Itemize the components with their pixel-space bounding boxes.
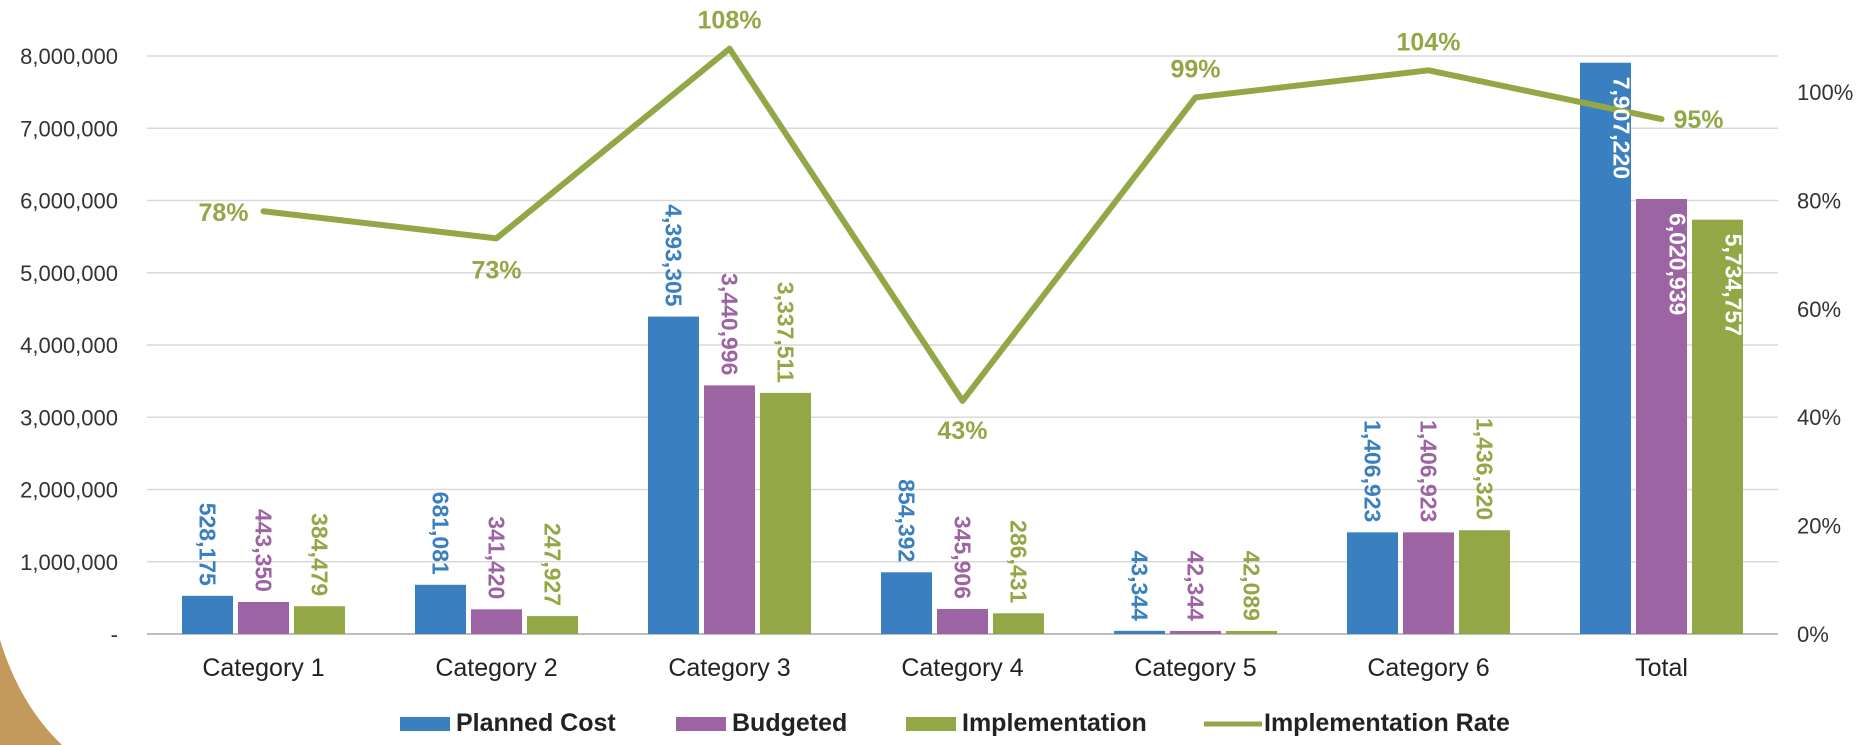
bar <box>1114 630 1165 634</box>
bar-value-label: 3,440,996 <box>717 273 743 375</box>
legend-label: Planned Cost <box>456 709 616 737</box>
bar <box>182 595 233 634</box>
bar-value-label: 7,907,220 <box>1609 77 1635 179</box>
bar-value-label: 6,020,939 <box>1665 213 1691 315</box>
bar-value-label: 1,406,923 <box>1360 420 1386 522</box>
y-right-tick-label: 60% <box>1797 297 1841 322</box>
bar-value-label: 341,420 <box>484 516 510 599</box>
x-tick-label: Category 2 <box>435 654 557 682</box>
bar <box>471 609 522 634</box>
rate-value-label: 95% <box>1673 106 1723 134</box>
legend-swatch <box>676 717 726 731</box>
bar <box>704 385 755 634</box>
bar-value-label: 3,337,511 <box>773 282 799 383</box>
bar <box>760 392 811 634</box>
rate-value-label: 78% <box>198 199 248 227</box>
y-right-tick-label: 0% <box>1797 622 1829 647</box>
rate-value-label: 108% <box>698 7 762 35</box>
bar-value-label: 854,392 <box>894 479 920 562</box>
axes: - 1,000,000 2,000,000 3,000,000 4,000,000 5,0… <box>20 44 1853 682</box>
rate-value-label: 43% <box>937 417 987 445</box>
bar <box>1459 530 1510 634</box>
bar-value-label: 384,479 <box>307 513 333 596</box>
bar <box>1636 198 1687 634</box>
x-tick-label: Category 5 <box>1134 654 1256 682</box>
bar-value-label: 4,393,305 <box>661 204 687 307</box>
bar <box>527 616 578 634</box>
legend-swatch <box>906 717 956 731</box>
y-right-tick-label: 20% <box>1797 514 1841 539</box>
rate-line-layer <box>260 45 1665 404</box>
legend-item: Budgeted <box>676 709 847 737</box>
legend-label: Implementation <box>962 709 1147 737</box>
legend-item: Implementation Rate <box>1204 709 1510 737</box>
x-tick-label: Total <box>1635 654 1688 682</box>
bar <box>1347 532 1398 634</box>
bar <box>1226 630 1277 634</box>
bar-value-label: 443,350 <box>251 509 277 592</box>
y-right-tick-label: 100% <box>1797 80 1853 105</box>
y-left-tick-label: 2,000,000 <box>20 478 118 503</box>
bar <box>937 609 988 634</box>
bar-value-label: 681,081 <box>428 492 454 575</box>
data-labels: 528,175 681,081 4,393,305 854,392 43,344 1,40… <box>195 7 1747 621</box>
bars <box>182 62 1743 634</box>
legend-item: Planned Cost <box>400 709 616 737</box>
corner-decoration <box>0 640 62 745</box>
bar-value-label: 247,927 <box>540 523 566 606</box>
bar <box>993 613 1044 634</box>
x-tick-label: Category 3 <box>668 654 790 682</box>
bar <box>881 572 932 634</box>
bar-value-label: 1,406,923 <box>1416 420 1442 522</box>
bar-value-label: 286,431 <box>1006 520 1032 603</box>
rate-value-label: 73% <box>471 256 521 284</box>
bar <box>1692 219 1743 634</box>
legend-label: Implementation Rate <box>1264 709 1510 737</box>
x-tick-label: Category 1 <box>202 654 324 682</box>
y-left-tick-label: 8,000,000 <box>20 44 118 69</box>
y-left-tick-label: 3,000,000 <box>20 405 118 430</box>
bar <box>1403 532 1454 634</box>
y-left-tick-label: 7,000,000 <box>20 116 118 141</box>
y-left-tick-label: 5,000,000 <box>20 261 118 286</box>
bar <box>648 316 699 634</box>
y-left-tick-label: - <box>111 622 118 647</box>
bar-value-label: 42,344 <box>1183 551 1209 622</box>
bar <box>238 601 289 634</box>
bar <box>1580 62 1631 634</box>
legend-swatch <box>400 717 450 731</box>
bar-value-label: 42,089 <box>1239 551 1265 621</box>
bar-value-label: 528,175 <box>195 503 221 586</box>
rate-line <box>260 45 1665 404</box>
x-tick-label: Category 4 <box>901 654 1023 682</box>
bar-value-label: 1,436,320 <box>1472 418 1498 520</box>
bar-value-label: 345,906 <box>950 516 976 599</box>
bar <box>1170 630 1221 634</box>
bar <box>415 584 466 634</box>
y-left-tick-label: 1,000,000 <box>20 550 118 575</box>
rate-value-label: 104% <box>1397 28 1461 56</box>
y-right-tick-label: 80% <box>1797 188 1841 213</box>
rate-value-label: 99% <box>1170 55 1220 83</box>
y-right-tick-label: 40% <box>1797 405 1841 430</box>
y-left-tick-label: 6,000,000 <box>20 189 118 214</box>
legend-label: Budgeted <box>732 709 847 737</box>
bar <box>294 606 345 634</box>
x-tick-label: Category 6 <box>1367 654 1489 682</box>
bar-value-label: 5,734,757 <box>1721 234 1747 336</box>
legend: Planned Cost Budgeted Implementation Implem… <box>400 709 1510 737</box>
legend-item: Implementation <box>906 709 1147 737</box>
y-left-tick-label: 4,000,000 <box>20 333 118 358</box>
bar-value-label: 43,344 <box>1127 551 1153 622</box>
